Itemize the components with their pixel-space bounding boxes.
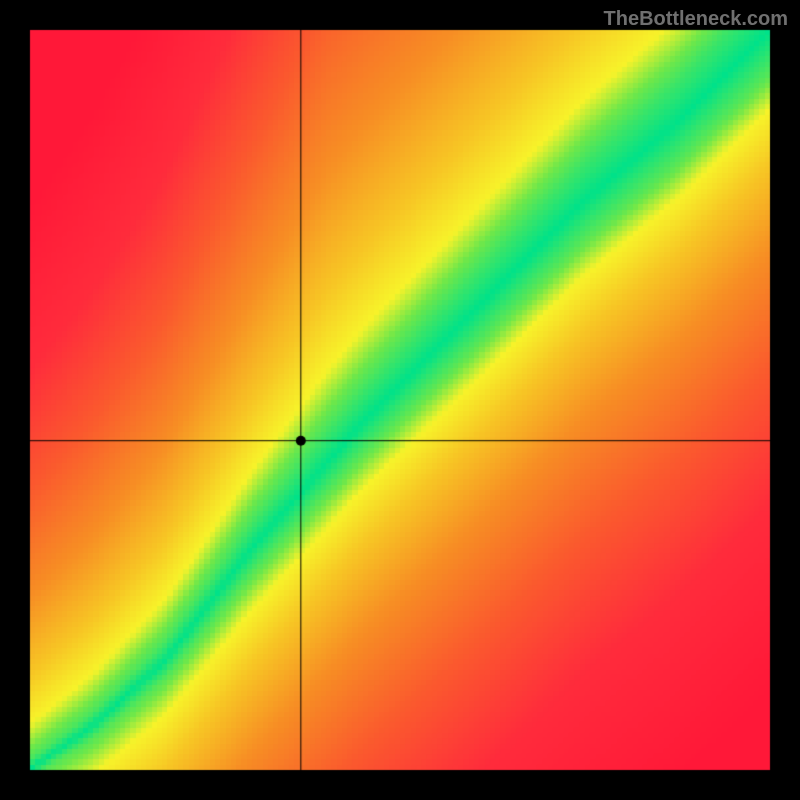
chart-container: TheBottleneck.com [0, 0, 800, 800]
attribution-text: TheBottleneck.com [604, 8, 788, 31]
heatmap-canvas [0, 0, 800, 800]
